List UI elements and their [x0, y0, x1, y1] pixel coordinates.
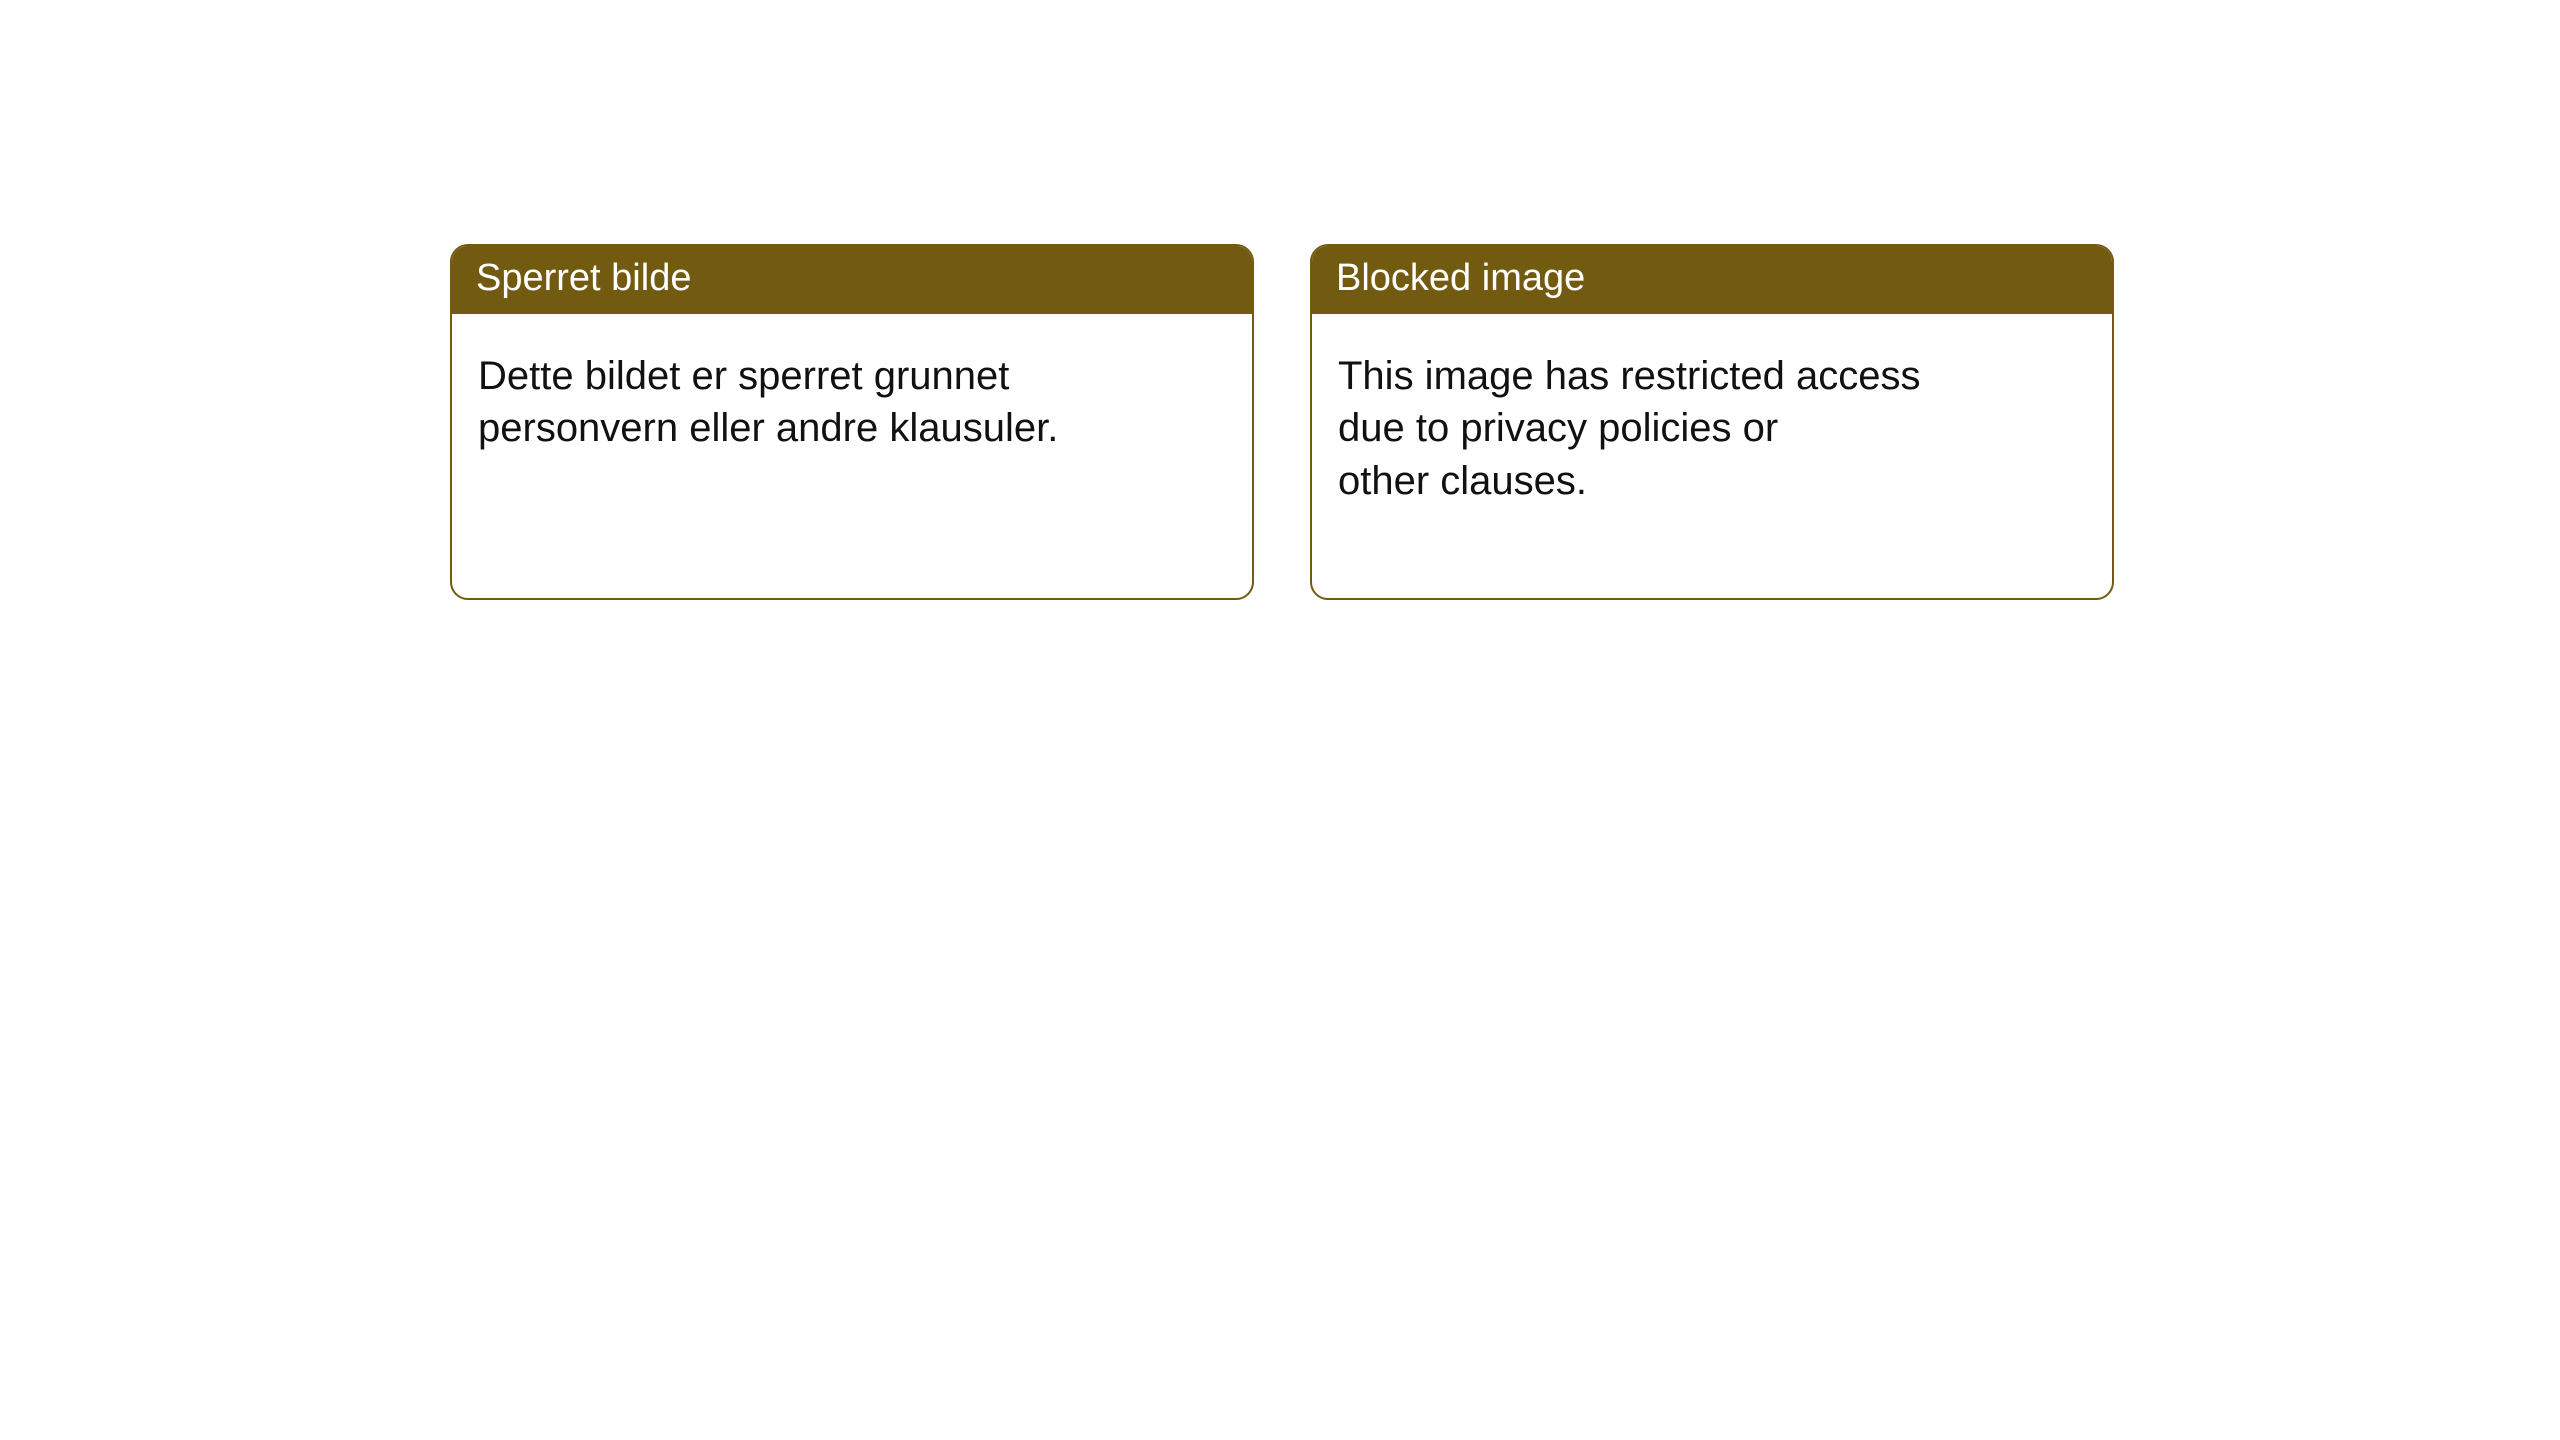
- card-body-no: Dette bildet er sperret grunnet personve…: [452, 314, 1252, 546]
- cards-row: Sperret bilde Dette bildet er sperret gr…: [0, 0, 2560, 600]
- card-body-en: This image has restricted access due to …: [1312, 314, 2112, 598]
- card-title-en: Blocked image: [1312, 246, 2112, 314]
- blocked-image-card-no: Sperret bilde Dette bildet er sperret gr…: [450, 244, 1254, 600]
- blocked-image-card-en: Blocked image This image has restricted …: [1310, 244, 2114, 600]
- card-title-no: Sperret bilde: [452, 246, 1252, 314]
